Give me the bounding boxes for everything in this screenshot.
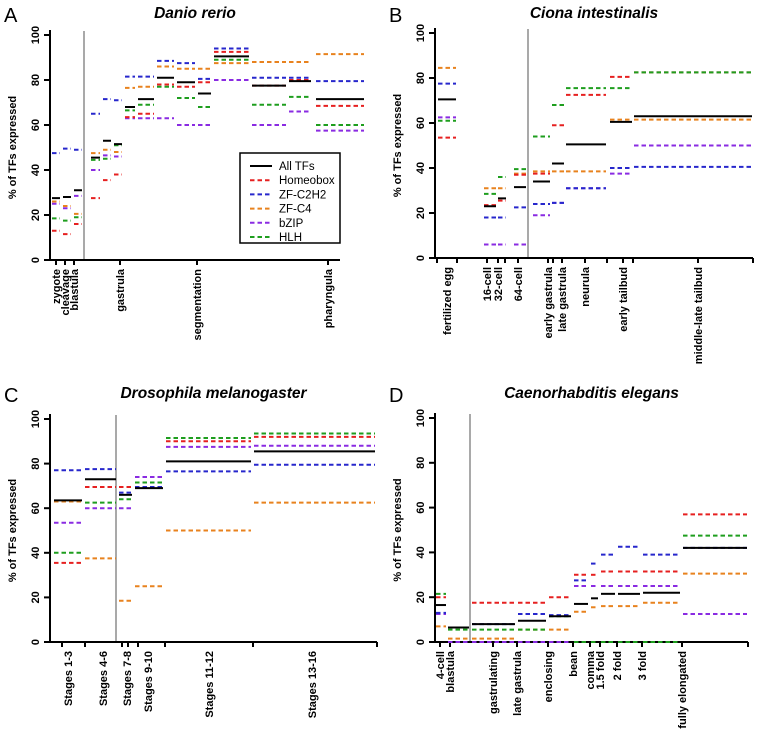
panel-a-danio-rerio: A Danio rerio 0 20 40 60 80 100 % of TFs express… [0,0,385,380]
stage-label: Stages 13-16 [307,651,319,718]
y-tick-label: 0 [30,257,42,263]
y-tick-label: 40 [30,164,42,176]
legend-label-zfc2h2: ZF-C2H2 [279,189,326,201]
panel-a-chart: A Danio rerio 0 20 40 60 80 100 % of TFs express… [4,5,364,341]
stage-label: blastula [69,268,81,310]
legend-box [239,152,341,244]
stage-label: middle-late tailbud [693,267,705,364]
panel-c-chart: C Drosophila melanogaster 0 20 40 60 80 100 % of… [4,385,378,718]
y-tick-label: 100 [30,26,42,44]
y-tick-label: 60 [30,502,42,514]
y-tick-label: 0 [415,639,427,645]
stage-label: 2 fold [612,651,624,680]
y-tick-label: 40 [415,162,427,174]
stage-label: early tailbud [618,267,630,332]
y-axis-title: % of TFs expressed [392,478,404,581]
panel-title: Danio rerio [154,5,236,22]
stage-label: 32-cell [493,267,505,301]
panel-title: Drosophila melanogaster [120,385,307,402]
stage-label: enclosing [543,651,555,702]
y-axis-title: % of TFs expressed [7,479,19,582]
stage-label: 1.5 fold [595,651,607,690]
panel-b-ciona-intestinalis: B Ciona intestinalis 0 20 40 60 80 100 % of TFs … [385,0,763,380]
stage-label: neurula [580,266,592,307]
y-tick-label: 80 [415,457,427,469]
y-tick-label: 20 [415,207,427,219]
stage-label: gastrulating [488,651,500,714]
stage-label: Stages 7-8 [122,651,134,706]
panel-b-chart: B Ciona intestinalis 0 20 40 60 80 100 % of TFs … [389,5,754,364]
y-axis-title: % of TFs expressed [392,94,404,197]
stage-label: pharyngula [323,268,335,328]
stage-label: zygote [51,269,63,304]
stage-label: Stages 4-6 [98,651,110,706]
stage-label: 64-cell [513,267,525,301]
stage-label: bean [568,651,580,677]
stage-label: comma [585,650,597,689]
y-tick-label: 80 [30,457,42,469]
stage-label: late gastrula [512,650,524,716]
y-tick-label: 100 [415,24,427,42]
panel-c-drosophila-melanogaster: C Drosophila melanogaster 0 20 40 60 80 100 % of… [0,380,385,742]
y-tick-label: 60 [30,119,42,131]
stage-label: gastrula [115,268,127,312]
panel-d-chart: D Caenorhabditis elegans 0 20 40 60 80 100 % of … [389,385,749,729]
y-tick-label: 40 [30,547,42,559]
panel-letter: A [4,5,18,27]
stage-label: 4-cell [435,651,447,679]
stage-label: blastula [445,650,457,692]
stage-label: 16-cell [482,267,494,301]
panel-letter: D [389,385,403,407]
y-tick-label: 60 [415,501,427,513]
stage-label: Stages 1-3 [63,651,75,706]
stage-label: 3 fold [637,651,649,680]
stage-label: fertilized egg [442,267,454,335]
y-tick-label: 80 [415,72,427,84]
y-axis-title: % of TFs expressed [7,96,19,199]
y-tick-label: 0 [30,639,42,645]
stage-label: late gastrula [557,266,569,332]
stage-label: Stages 9-10 [143,651,155,712]
panel-letter: B [389,5,402,27]
y-tick-label: 20 [30,591,42,603]
legend-label-hlh: HLH [279,232,302,244]
stage-label: fully elongated [677,651,689,729]
legend-label-homeobox: Homeobox [279,175,335,187]
y-tick-label: 100 [30,410,42,428]
stage-label: cleavage [60,269,72,315]
stage-label: early gastrula [543,266,555,338]
stage-label: segmentation [192,269,204,341]
panel-letter: C [4,385,18,407]
legend-label-zfc4: ZF-C4 [279,204,312,216]
legend-label-bzip: bZIP [279,218,304,230]
y-tick-label: 40 [415,546,427,558]
y-tick-label: 0 [415,255,427,261]
stage-label: Stages 11-12 [204,651,216,718]
y-tick-label: 100 [415,409,427,427]
panel-title: Caenorhabditis elegans [504,385,679,402]
y-tick-label: 20 [415,591,427,603]
panel-d-caenorhabditis-elegans: D Caenorhabditis elegans 0 20 40 60 80 100 % of … [385,380,763,742]
y-tick-label: 60 [415,117,427,129]
panel-title: Ciona intestinalis [530,5,659,22]
legend-label-all: All TFs [279,161,315,173]
y-tick-label: 80 [30,74,42,86]
y-tick-label: 20 [30,209,42,221]
